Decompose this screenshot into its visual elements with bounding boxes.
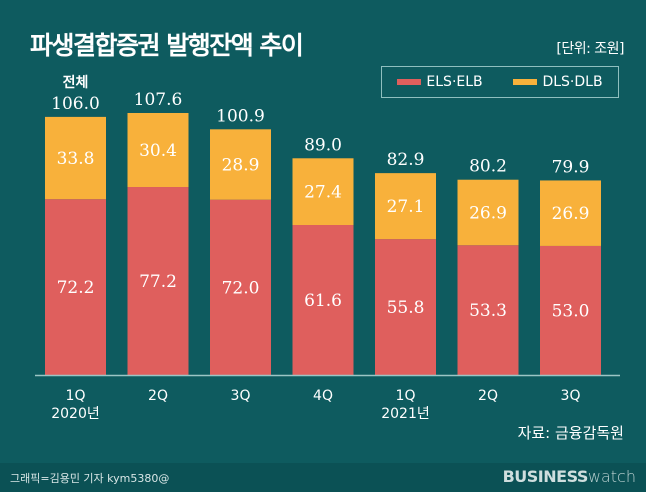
- data-label: 55.8: [387, 298, 425, 318]
- x-year-label: 2021년: [381, 406, 430, 422]
- bar-dls: [540, 180, 601, 246]
- bar-els: [292, 225, 354, 375]
- legend-swatch-dls: [513, 79, 538, 85]
- bar-els: [210, 199, 271, 375]
- total-label: 106.0: [51, 94, 100, 114]
- bar-dls: [210, 129, 271, 200]
- data-label: 53.0: [552, 301, 590, 321]
- data-label: 30.4: [139, 141, 177, 161]
- total-label: 82.9: [387, 150, 425, 170]
- total-label: 89.0: [304, 135, 342, 155]
- x-tick-label: 2Q: [148, 388, 168, 404]
- x-tick-label: 3Q: [561, 388, 581, 404]
- total-label: 100.9: [216, 106, 265, 126]
- x-tick-label: 1Q: [396, 388, 416, 404]
- legend-item-dls: DLS·DLB: [513, 74, 603, 90]
- x-year-label: 2020년: [51, 406, 100, 422]
- x-tick-label: 4Q: [313, 388, 333, 404]
- bar-dls: [375, 173, 436, 240]
- legend: ELS·ELB DLS·DLB: [381, 66, 619, 98]
- data-label: 26.9: [552, 204, 590, 224]
- legend-label-els: ELS·ELB: [426, 74, 483, 90]
- bar-els: [375, 239, 436, 375]
- data-label: 33.8: [57, 149, 95, 169]
- footer: 그래픽=김용민 기자 kym5380@ BUSINESSwatch: [0, 463, 646, 492]
- bar-els: [127, 187, 189, 375]
- legend-item-els: ELS·ELB: [397, 74, 483, 90]
- chart-title: 파생결합증권 발행잔액 추이: [30, 31, 304, 60]
- data-label: 27.1: [387, 197, 425, 217]
- data-label: 72.0: [222, 278, 260, 298]
- logo: BUSINESSwatch: [502, 467, 636, 486]
- source-note: 자료: 금융감독원: [517, 424, 624, 442]
- data-label: 77.2: [139, 272, 177, 292]
- data-label: 26.9: [469, 203, 507, 223]
- legend-swatch-els: [397, 79, 422, 85]
- bar-els: [45, 199, 106, 375]
- unit-label: [단위: 조원]: [556, 41, 624, 57]
- bar-dls: [292, 158, 354, 226]
- data-label: 72.2: [57, 278, 95, 298]
- bar-dls: [457, 179, 519, 246]
- x-tick-label: 3Q: [231, 388, 251, 404]
- data-label: 27.4: [304, 183, 342, 203]
- data-label: 61.6: [304, 291, 342, 311]
- bar-dls: [45, 116, 106, 200]
- x-tick-label: 2Q: [478, 388, 498, 404]
- total-label: 80.2: [469, 157, 507, 177]
- legend-label-dls: DLS·DLB: [542, 74, 603, 90]
- data-label: 53.3: [469, 301, 507, 321]
- data-label: 28.9: [222, 155, 260, 175]
- total-label: 79.9: [552, 157, 590, 177]
- plot-area: 72.2 33.8 106.0 전체 1Q 2020년 77.2 30.4 107.6 2Q 72.…: [35, 74, 620, 422]
- bar-dls: [127, 112, 189, 188]
- bar-els: [540, 245, 601, 375]
- credit: 그래픽=김용민 기자 kym5380@: [10, 472, 170, 485]
- total-caption: 전체: [63, 74, 89, 91]
- bar-els: [457, 245, 519, 375]
- total-label: 107.6: [134, 90, 183, 110]
- x-tick-label: 1Q: [66, 388, 86, 404]
